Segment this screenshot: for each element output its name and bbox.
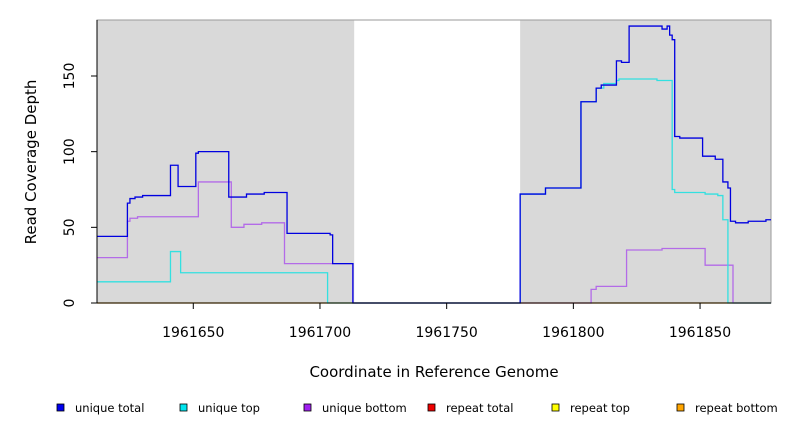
x-tick-label: 1961850 xyxy=(669,325,731,341)
x-axis-title: Coordinate in Reference Genome xyxy=(309,363,558,381)
axes: 1961650 1961700 1961750 1961800 1961850 0 50 10… xyxy=(62,20,771,341)
x-tick-label: 1961800 xyxy=(542,325,604,341)
legend-label: repeat total xyxy=(446,401,513,415)
y-tick-label: 0 xyxy=(62,299,78,308)
legend: unique total unique top unique bottom repea… xyxy=(56,401,778,415)
legend-swatch xyxy=(179,403,188,412)
legend-item: unique bottom xyxy=(303,401,407,415)
legend-item: unique total xyxy=(56,401,144,415)
x-tick-label: 1961750 xyxy=(415,325,477,341)
y-tick-label: 100 xyxy=(62,138,78,165)
legend-label: repeat top xyxy=(570,401,630,415)
legend-item: repeat total xyxy=(427,401,513,415)
legend-swatch xyxy=(551,403,560,412)
shaded-regions xyxy=(97,20,771,303)
y-axis-title: Read Coverage Depth xyxy=(22,80,40,245)
series-line xyxy=(97,181,771,304)
y-tick-label: 150 xyxy=(62,63,78,90)
series-line xyxy=(97,25,771,304)
x-tick-label: 1961700 xyxy=(289,325,351,341)
legend-item: repeat bottom xyxy=(676,401,778,415)
shaded-region xyxy=(520,20,771,303)
legend-label: unique total xyxy=(75,401,144,415)
y-tick-label: 50 xyxy=(62,218,78,236)
legend-swatch xyxy=(56,403,65,412)
legend-label: unique top xyxy=(198,401,260,415)
legend-item: repeat top xyxy=(551,401,630,415)
legend-label: unique bottom xyxy=(322,401,407,415)
legend-label: repeat bottom xyxy=(695,401,778,415)
shaded-region xyxy=(97,20,355,303)
legend-swatch xyxy=(303,403,312,412)
x-tick-label: 1961650 xyxy=(162,325,224,341)
legend-swatch xyxy=(427,403,436,412)
legend-item: unique top xyxy=(179,401,260,415)
legend-swatch xyxy=(676,403,685,412)
